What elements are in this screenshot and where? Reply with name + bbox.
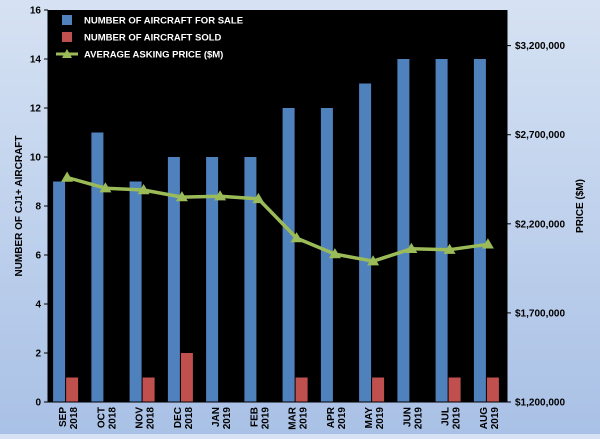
y-tick-label: 6 <box>35 251 41 262</box>
y-tick-label: 8 <box>35 202 41 213</box>
price-line <box>66 175 489 263</box>
price-point-feb-2019 <box>252 192 265 204</box>
bar-sold-jul-2019 <box>448 377 461 402</box>
x-tick-label-nov-2018: NOV 2018 <box>135 407 157 430</box>
bar-for-sale-feb-2019 <box>244 157 257 402</box>
x-tick-label-dec-2018: DEC 2018 <box>173 407 195 430</box>
x-tick-month: FEB <box>249 407 260 427</box>
y2-tick-label: $3,200,000 <box>515 41 565 52</box>
x-tick-month: NOV <box>135 407 146 429</box>
bar-for-sale-jul-2019 <box>435 59 448 402</box>
x-tick-month: JAN <box>211 407 222 427</box>
x-tick-year: 2019 <box>222 407 233 430</box>
x-tick-month: DEC <box>173 407 184 428</box>
x-tick-year: 2018 <box>146 407 157 430</box>
y-tick-label: 4 <box>35 300 41 311</box>
price-point-nov-2018 <box>137 184 150 195</box>
y-tick-label: 2 <box>35 349 41 360</box>
price-point-aug-2019 <box>481 238 494 249</box>
bar-for-sale-jan-2019 <box>206 157 219 402</box>
y-tick-label: 14 <box>30 55 42 66</box>
bar-for-sale-nov-2018 <box>129 181 142 402</box>
x-tick-month: APR <box>326 406 337 428</box>
x-tick-year: 2018 <box>107 407 118 430</box>
price-point-oct-2018 <box>99 182 112 193</box>
y2-axis-title: PRICE ($M) <box>575 179 586 233</box>
legend-marker <box>62 49 72 58</box>
bar-sold-may-2019 <box>372 377 385 402</box>
line-layer <box>61 171 494 266</box>
price-point-dec-2018 <box>175 191 188 202</box>
x-tick-month: JUN <box>402 407 413 427</box>
legend-label: AVERAGE ASKING PRICE ($M) <box>84 50 223 61</box>
x-tick-label-aug-2019: AUG 2019 <box>479 407 501 430</box>
bar-for-sale-jun-2019 <box>397 59 410 402</box>
price-point-jan-2019 <box>214 190 227 201</box>
y2-tick-label: $1,200,000 <box>515 398 565 409</box>
y-tick-label: 0 <box>35 398 41 409</box>
legend-label: NUMBER OF AIRCRAFT SOLD <box>84 33 222 44</box>
x-tick-month: AUG <box>479 407 490 429</box>
bar-for-sale-apr-2019 <box>320 108 333 402</box>
bar-sold-mar-2019 <box>295 377 308 402</box>
y-tick-label: 12 <box>30 104 42 115</box>
price-point-jun-2019 <box>405 242 418 253</box>
x-tick-label-jul-2019: JUL 2019 <box>441 407 463 430</box>
x-tick-month: JUL <box>441 407 452 426</box>
x-tick-year: 2019 <box>375 407 386 430</box>
price-point-may-2019 <box>367 255 380 266</box>
bars-layer <box>53 59 499 402</box>
y2-tick-label: $2,200,000 <box>515 219 565 230</box>
x-tick-year: 2018 <box>184 407 195 430</box>
x-tick-year: 2019 <box>413 407 424 430</box>
bar-sold-dec-2018 <box>180 353 193 402</box>
y2-tick-label: $1,700,000 <box>515 308 565 319</box>
legend-swatch <box>62 32 72 42</box>
bar-for-sale-sep-2018 <box>53 181 66 402</box>
x-tick-month: SEP <box>58 407 69 427</box>
x-tick-year: 2018 <box>69 407 80 430</box>
y-axis-title: NUMBER OF CJ1+ AIRCRAFT <box>14 135 25 276</box>
bar-sold-nov-2018 <box>142 377 155 402</box>
x-tick-year: 2019 <box>452 407 463 430</box>
bar-for-sale-may-2019 <box>359 83 372 402</box>
x-tick-month: MAR <box>288 406 299 430</box>
price-point-apr-2019 <box>328 248 341 259</box>
bar-for-sale-aug-2019 <box>473 59 486 402</box>
x-tick-month: MAY <box>364 407 375 429</box>
price-point-mar-2019 <box>290 232 303 243</box>
legend-label: NUMBER OF AIRCRAFT FOR SALE <box>84 16 243 27</box>
x-tick-year: 2019 <box>299 407 310 430</box>
bar-for-sale-dec-2018 <box>167 157 180 402</box>
x-tick-label-may-2019: MAY 2019 <box>364 407 386 430</box>
price-point-sep-2018 <box>61 171 74 182</box>
x-tick-label-mar-2019: MAR 2019 <box>288 406 310 430</box>
legend-swatch <box>62 15 72 25</box>
x-tick-year: 2019 <box>337 407 348 430</box>
legend: NUMBER OF AIRCRAFT FOR SALE NUMBER OF AIR… <box>56 15 243 61</box>
y-tick-label: 10 <box>30 153 42 164</box>
plot-area <box>48 10 507 402</box>
x-tick-label-jan-2019: JAN 2019 <box>211 407 233 430</box>
y-tick-label: 16 <box>30 6 42 17</box>
x-tick-month: OCT <box>96 407 107 428</box>
bar-sold-aug-2019 <box>486 377 499 402</box>
y2-tick-label: $2,700,000 <box>515 130 565 141</box>
price-point-jul-2019 <box>443 243 456 254</box>
x-tick-label-apr-2019: APR 2019 <box>326 406 348 429</box>
x-tick-year: 2019 <box>490 407 501 430</box>
axes-layer: 0 2 4 6 8 10 12 14 16 $1,200,000 $1,700,000 $2,200,… <box>30 6 566 430</box>
x-tick-year: 2019 <box>260 407 271 430</box>
x-tick-label-oct-2018: OCT 2018 <box>96 407 118 430</box>
bar-for-sale-mar-2019 <box>282 108 295 402</box>
x-tick-label-sep-2018: SEP 2018 <box>58 407 80 430</box>
bar-for-sale-oct-2018 <box>91 132 104 402</box>
x-tick-label-feb-2019: FEB 2019 <box>249 407 271 430</box>
x-tick-label-jun-2019: JUN 2019 <box>402 407 424 430</box>
bar-sold-sep-2018 <box>66 377 79 402</box>
